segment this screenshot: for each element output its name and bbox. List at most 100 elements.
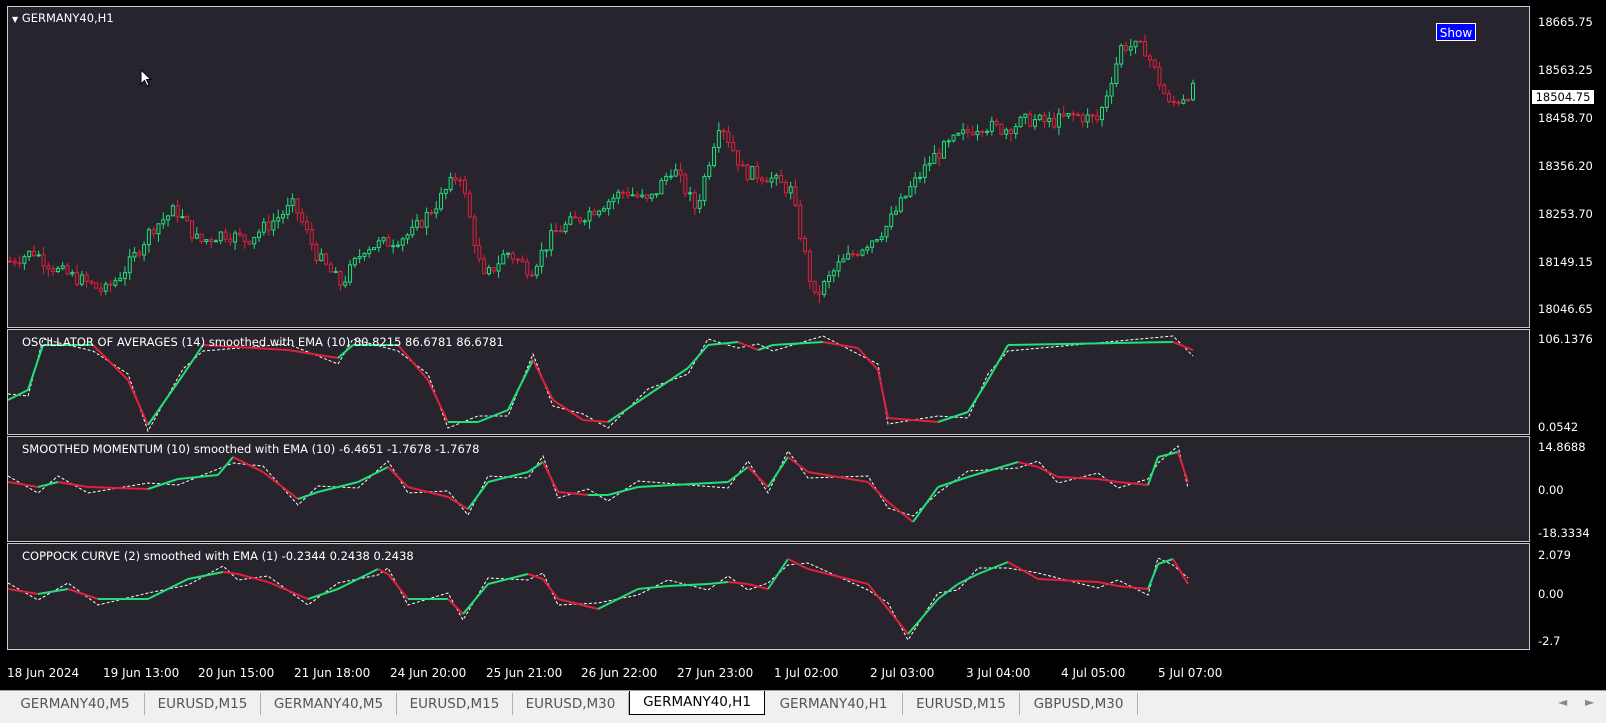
candle-body: [1157, 66, 1162, 86]
indicator-segment: [1117, 481, 1149, 486]
candle-body: [956, 132, 961, 136]
tab-eurusd-m30[interactable]: EURUSD,M30: [513, 693, 629, 715]
candle-body: [961, 129, 966, 134]
indicator-segment: [757, 344, 774, 351]
indicator-segment: [177, 474, 219, 480]
candle-body: [146, 229, 151, 246]
indicator-segment: [337, 344, 354, 359]
candle-body: [376, 240, 381, 249]
indicator-segment: [8, 588, 39, 595]
candle-body: [1071, 112, 1076, 116]
price-tick: 18563.25: [1538, 63, 1593, 77]
indicator-segment: [37, 481, 59, 488]
candle-body: [616, 191, 621, 199]
candle-body: [453, 177, 458, 181]
candle-body: [194, 233, 199, 239]
candle-body: [520, 258, 525, 263]
candle-body: [103, 283, 108, 292]
indicator-segment: [527, 573, 544, 580]
candle-body: [783, 181, 788, 194]
candle-body: [941, 141, 946, 159]
candle-body: [965, 129, 970, 133]
indicator-segment: [1057, 476, 1099, 480]
candle-body: [304, 221, 309, 231]
indicator-segment: [387, 573, 409, 600]
signal-line: [8, 335, 1194, 433]
indicator-tick: 106.1376: [1538, 332, 1593, 346]
tab-gbpusd-m30[interactable]: GBPUSD,M30: [1020, 693, 1138, 715]
candle-body: [1128, 46, 1133, 51]
candle-body: [1090, 114, 1095, 117]
tab-germany40-m5[interactable]: GERMANY40,M5: [6, 693, 145, 715]
candle-body: [36, 254, 41, 257]
indicator-segment: [637, 585, 669, 590]
candle-body: [1114, 63, 1119, 85]
candle-body: [17, 262, 22, 265]
indicator-segment: [237, 573, 269, 583]
price-tick: 18356.20: [1538, 159, 1593, 173]
candle-body: [352, 257, 357, 266]
momentum-pane[interactable]: SMOOTHED MOMENTUM (10) smoothed with EMA…: [7, 436, 1530, 542]
price-tick: 18665.75: [1538, 15, 1593, 29]
candle-body: [27, 250, 32, 258]
indicator-segment: [1172, 558, 1189, 585]
coppock-pane[interactable]: COPPOCK CURVE (2) smoothed with EMA (1) …: [7, 543, 1530, 650]
oscillator-pane[interactable]: OSCILLATOR OF AVERAGES (14) smoothed wit…: [7, 329, 1530, 435]
candle-body: [324, 253, 329, 265]
scroll-right-icon[interactable]: ►: [1585, 695, 1595, 709]
indicator-segment: [767, 456, 789, 488]
candle-body: [1100, 106, 1104, 121]
candle-body: [314, 243, 319, 261]
tab-germany40-m5[interactable]: GERMANY40,M5: [261, 693, 397, 715]
candle-body: [630, 194, 635, 197]
candle-body: [716, 130, 721, 148]
candle-body: [539, 249, 544, 267]
tab-germany40-h1[interactable]: GERMANY40,H1: [765, 693, 903, 715]
candle-body: [161, 219, 166, 225]
price-tick: 18458.70: [1538, 111, 1593, 125]
tab-eurusd-m15[interactable]: EURUSD,M15: [145, 693, 261, 715]
indicator-segment: [967, 461, 1019, 478]
time-label: 25 Jun 21:00: [486, 666, 563, 680]
candle-body: [946, 140, 951, 143]
triangle-down-icon[interactable]: ▼: [12, 15, 19, 24]
candle-body: [333, 271, 338, 274]
time-label: 26 Jun 22:00: [581, 666, 658, 680]
show-button[interactable]: Show: [1436, 23, 1476, 41]
tab-eurusd-m15[interactable]: EURUSD,M15: [903, 693, 1020, 715]
candle-body: [980, 130, 985, 133]
candle-body: [769, 177, 774, 183]
candle-body: [199, 233, 204, 242]
indicator-segment: [647, 367, 689, 396]
indicator-segment: [867, 583, 889, 610]
candle-body: [429, 211, 434, 214]
indicator-tick: 2.079: [1538, 548, 1571, 562]
scroll-left-icon[interactable]: ◄: [1558, 695, 1568, 709]
indicator-segment: [1097, 478, 1119, 483]
candle-body: [295, 198, 300, 214]
price-pane[interactable]: ▼ GERMANY40,H1 Show: [7, 6, 1530, 328]
indicator-segment: [1147, 563, 1159, 590]
candle-body: [530, 274, 535, 277]
time-label: 2 Jul 03:00: [870, 666, 935, 680]
candle-body: [688, 192, 693, 195]
indicator-segment: [1007, 341, 1174, 346]
candle-body: [1095, 115, 1100, 121]
candle-body: [635, 194, 640, 198]
candle-body: [1028, 113, 1033, 127]
indicator-segment: [1097, 581, 1119, 587]
candle-body: [218, 231, 223, 242]
time-label: 27 Jun 23:00: [677, 666, 754, 680]
tab-germany40-h1-active[interactable]: GERMANY40,H1: [629, 691, 765, 715]
candle-body: [1004, 129, 1009, 135]
candle-body: [903, 195, 908, 199]
indicator-segment: [297, 491, 319, 500]
indicator-segment: [877, 369, 889, 419]
candle-body: [577, 217, 582, 222]
candle-body: [223, 231, 228, 240]
candle-body: [41, 254, 46, 267]
price-tick: 18253.70: [1538, 207, 1593, 221]
tab-eurusd-m15[interactable]: EURUSD,M15: [397, 693, 513, 715]
candle-body: [424, 211, 429, 228]
indicator-segment: [557, 598, 599, 610]
